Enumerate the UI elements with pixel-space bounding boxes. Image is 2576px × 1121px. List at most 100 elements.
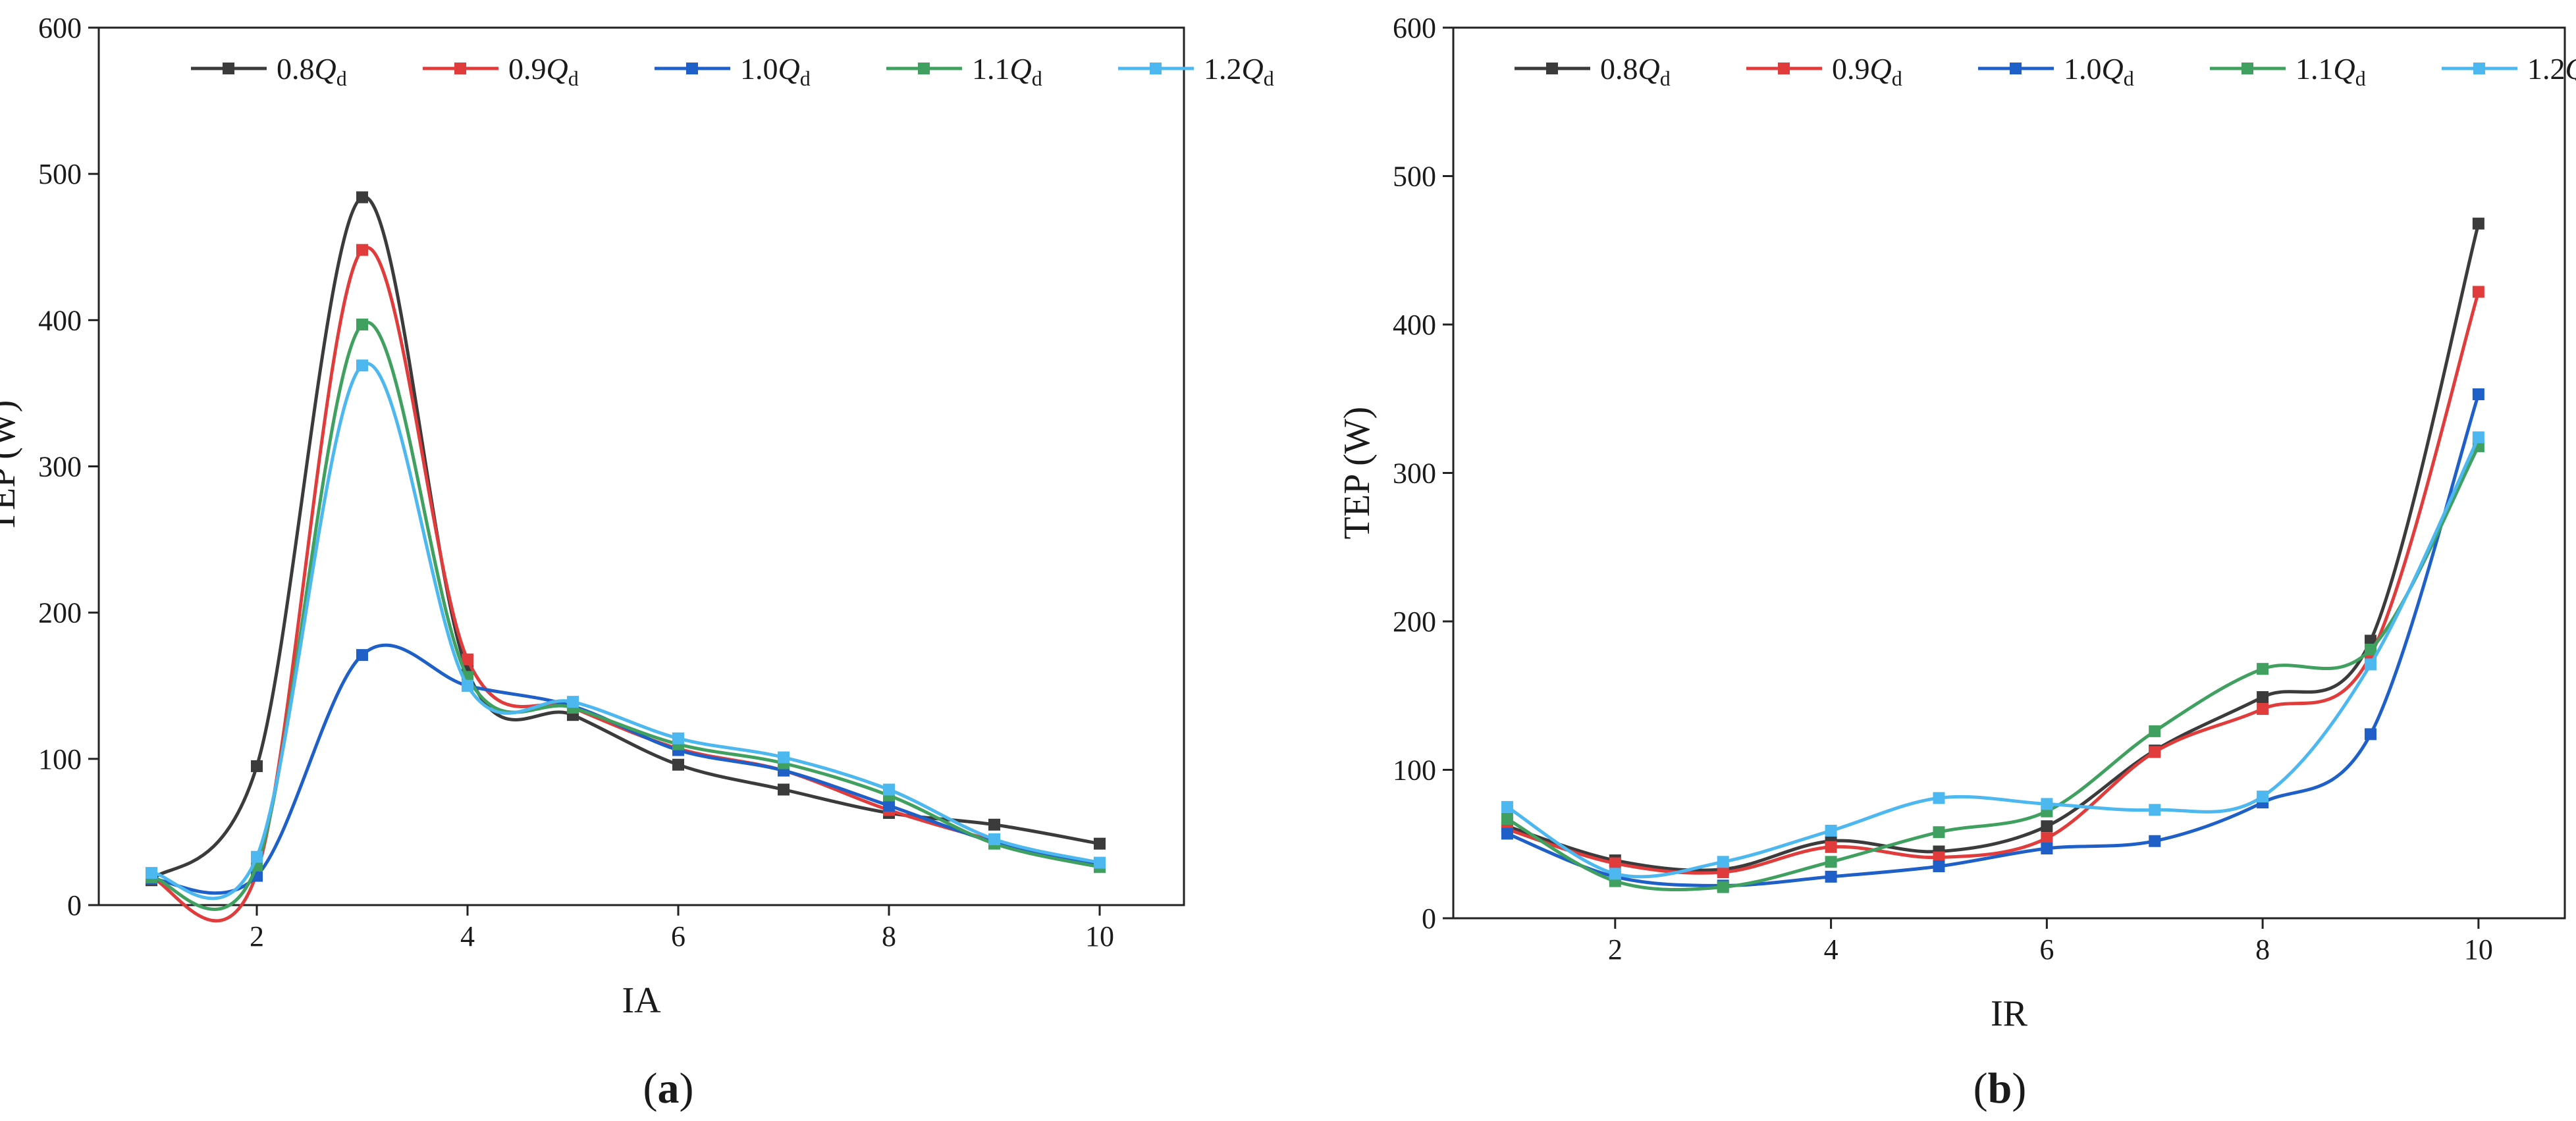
x-tick-label: 10 [2464, 933, 2493, 966]
series-line-0.8Qd [1507, 223, 2481, 872]
legend-marker-0.8Qd [223, 63, 234, 74]
legend-label-0.9Qd: 0.9Qd [508, 52, 579, 90]
series-line-0.9Qd [1507, 291, 2481, 875]
data-point-1.0Qd-8 [883, 799, 895, 812]
legend-marker-0.8Qd [1546, 63, 1558, 74]
legend-marker-1.1Qd [918, 63, 930, 74]
data-point-0.9Qd-6 [2041, 832, 2053, 845]
y-tick-label: 0 [67, 889, 82, 922]
data-point-1.2Qd-3 [1717, 856, 1729, 868]
legend-marker-1.0Qd [686, 63, 698, 74]
legend-marker-1.1Qd [2241, 63, 2253, 74]
x-axis-label: IA [622, 980, 661, 1021]
data-point-1.2Qd-4 [1825, 824, 1837, 837]
x-tick-label: 8 [2255, 933, 2270, 966]
legend-marker-0.9Qd [1778, 63, 1790, 74]
series-line-1.2Qd [1506, 436, 2481, 879]
x-tick-label: 6 [671, 920, 685, 952]
y-tick-label: 400 [1393, 309, 1436, 341]
data-point-0.8Qd-10 [2472, 217, 2484, 230]
legend-label-0.9Qd: 0.9Qd [1832, 52, 1902, 90]
data-point-1.1Qd-8 [2257, 663, 2269, 675]
plot-frame [1452, 26, 2566, 920]
series-line-0.8Qd [150, 195, 1100, 881]
data-point-0.8Qd-8 [2257, 691, 2269, 704]
data-point-1.2Qd-6 [2041, 798, 2053, 810]
data-point-0.9Qd-4 [1825, 841, 1837, 853]
series-line-1.0Qd [1506, 394, 2481, 887]
data-point-0.9Qd-5 [1933, 851, 1945, 864]
data-point-1.1Qd-7 [2149, 725, 2161, 737]
data-point-1.2Qd-2 [251, 850, 263, 863]
data-point-1.1Qd-3 [356, 318, 368, 330]
data-point-0.9Qd-8 [2257, 703, 2269, 716]
data-point-1.2Qd-7 [2149, 804, 2161, 816]
data-point-1.2Qd-2 [1609, 868, 1621, 880]
data-point-0.9Qd-7 [2149, 746, 2161, 758]
legend-marker-1.2Qd [1150, 63, 1162, 74]
legend-marker-1.2Qd [2473, 63, 2485, 74]
data-point-0.8Qd-9 [2365, 635, 2377, 647]
y-tick-label: 100 [1393, 754, 1436, 787]
data-point-1.0Qd-10 [2472, 388, 2484, 400]
x-tick-label: 6 [2039, 933, 2054, 966]
legend-label-1.2Qd: 1.2Qd [2527, 52, 2576, 90]
x-tick-label: 2 [1608, 933, 1623, 966]
x-tick-label: 8 [882, 920, 896, 952]
data-point-0.8Qd-6 [672, 758, 684, 771]
data-point-0.8Qd-3 [356, 191, 368, 203]
y-tick-label: 300 [38, 451, 82, 483]
y-tick-label: 600 [38, 12, 82, 44]
data-point-1.1Qd-9 [2365, 643, 2377, 656]
data-point-1.1Qd-1 [1501, 812, 1513, 825]
series-line-1.1Qd [1506, 445, 2481, 892]
data-point-1.2Qd-10 [2472, 431, 2484, 444]
data-point-0.8Qd-6 [2041, 820, 2053, 833]
data-point-1.2Qd-5 [567, 696, 579, 708]
y-tick-label: 100 [38, 743, 82, 775]
x-tick-label: 2 [250, 920, 264, 952]
data-point-0.9Qd-3 [356, 244, 368, 256]
y-tick-label: 400 [38, 304, 82, 336]
legend-label-1.0Qd: 1.0Qd [740, 52, 811, 90]
x-tick-label: 4 [460, 920, 475, 952]
data-point-0.9Qd-3 [1717, 866, 1729, 879]
data-point-1.2Qd-10 [1094, 856, 1106, 869]
data-point-1.2Qd-5 [1933, 792, 1945, 804]
data-point-0.9Qd-2 [1609, 857, 1621, 870]
legend-label-1.0Qd: 1.0Qd [2064, 52, 2134, 90]
data-point-1.2Qd-3 [356, 359, 368, 372]
data-point-0.8Qd-10 [1094, 837, 1106, 850]
y-tick-label: 300 [1393, 457, 1436, 490]
data-point-0.9Qd-4 [462, 653, 473, 665]
x-tick-label: 10 [1085, 920, 1114, 952]
data-point-1.0Qd-4 [1825, 870, 1837, 883]
legend-label-1.2Qd: 1.2Qd [1204, 52, 1274, 90]
y-axis-label: TEP (W) [1337, 407, 1378, 540]
data-point-0.8Qd-9 [988, 818, 1000, 831]
legend-marker-1.0Qd [2010, 63, 2022, 74]
data-point-1.2Qd-1 [146, 867, 157, 879]
data-point-1.1Qd-4 [1825, 856, 1837, 868]
data-point-1.2Qd-1 [1501, 800, 1513, 813]
x-axis-label: IR [1991, 993, 2028, 1034]
series-line-1.2Qd [151, 361, 1100, 900]
data-point-0.8Qd-2 [251, 760, 263, 772]
data-point-1.0Qd-7 [2149, 835, 2161, 847]
data-point-1.0Qd-3 [356, 649, 368, 662]
panel-caption: (b) [1973, 1064, 2027, 1112]
y-tick-label: 200 [38, 597, 82, 629]
data-point-0.9Qd-10 [2472, 286, 2484, 298]
panel-caption: (a) [643, 1064, 694, 1112]
data-point-1.2Qd-8 [2257, 791, 2269, 803]
data-point-1.2Qd-7 [778, 751, 790, 764]
y-tick-label: 500 [1393, 161, 1436, 193]
y-axis-label: TEP (W) [0, 400, 23, 533]
data-point-1.0Qd-6 [2041, 843, 2053, 855]
y-tick-label: 600 [1393, 12, 1436, 44]
legend-label-1.1Qd: 1.1Qd [972, 52, 1042, 90]
y-tick-label: 200 [1393, 606, 1436, 638]
legend-label-0.8Qd: 0.8Qd [277, 52, 347, 90]
